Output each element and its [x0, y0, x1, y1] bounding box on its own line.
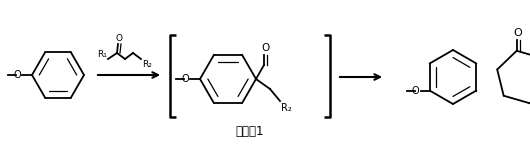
- Text: O: O: [116, 34, 122, 43]
- Text: O: O: [261, 43, 270, 53]
- Text: O: O: [514, 28, 523, 38]
- Text: O: O: [13, 70, 21, 80]
- Text: 中间体1: 中间体1: [236, 125, 264, 138]
- Text: O: O: [412, 86, 420, 96]
- Text: R₁: R₁: [97, 50, 107, 59]
- Text: R₂: R₂: [142, 60, 152, 69]
- Text: R₂: R₂: [281, 103, 292, 113]
- Text: O: O: [181, 74, 189, 84]
